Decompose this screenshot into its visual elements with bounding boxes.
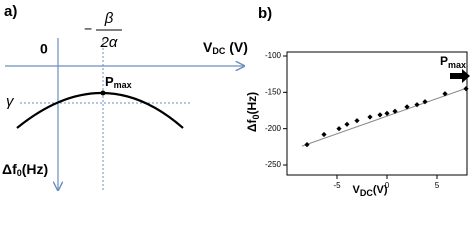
y-tick-label: -150 <box>265 87 282 96</box>
peak-point <box>100 90 106 96</box>
point <box>344 121 350 127</box>
point <box>392 108 398 114</box>
point <box>336 126 342 132</box>
annotation: Pmax <box>440 54 466 70</box>
point <box>384 110 390 117</box>
origin-label: 0 <box>40 41 48 57</box>
x-tick-label: 0 <box>385 181 390 190</box>
denominator: 2α <box>100 34 118 51</box>
y-tick-label: -100 <box>265 51 282 60</box>
pmax-label: Pmax <box>105 74 132 90</box>
numerator: β <box>104 10 114 27</box>
y-tick-label: -250 <box>265 160 282 169</box>
label-main: V <box>352 184 360 196</box>
point <box>414 102 420 108</box>
minus-sign: − <box>84 21 92 37</box>
y-label: Δf0(Hz) <box>2 161 48 179</box>
label-main: Δf <box>245 119 259 133</box>
gamma-label: γ <box>6 93 15 110</box>
label-main: P <box>440 54 448 68</box>
point <box>304 142 310 148</box>
curve <box>16 92 184 129</box>
point <box>354 118 360 124</box>
plot-frame <box>286 51 468 176</box>
point <box>321 131 327 138</box>
y-label: Δf0(Hz) <box>245 92 261 132</box>
fit-line <box>301 87 468 147</box>
point <box>404 104 410 110</box>
label-sub: DC <box>360 188 373 196</box>
x-tick-label: -5 <box>333 181 341 190</box>
panel-label: b) <box>258 5 272 22</box>
x-tick-label: 5 <box>435 181 440 190</box>
label-rest: (V) <box>373 184 388 196</box>
point <box>422 99 428 105</box>
panel-label: a) <box>4 3 17 20</box>
annotation-arrow <box>450 69 470 83</box>
x-label: VDC (V) <box>203 39 248 57</box>
y-tick-label: -200 <box>265 124 282 133</box>
label-sub: max <box>448 60 466 70</box>
x-label: VDC(V) <box>352 184 387 196</box>
point <box>377 112 383 118</box>
label-rest: (Hz) <box>245 92 259 115</box>
point <box>442 91 448 97</box>
label-sub: 0 <box>251 115 261 120</box>
point <box>463 86 469 92</box>
point <box>367 114 373 120</box>
figure: a) 0 − β 2α VDC (V) γ Pmax Δf0(Hz) b)-10… <box>2 3 470 196</box>
